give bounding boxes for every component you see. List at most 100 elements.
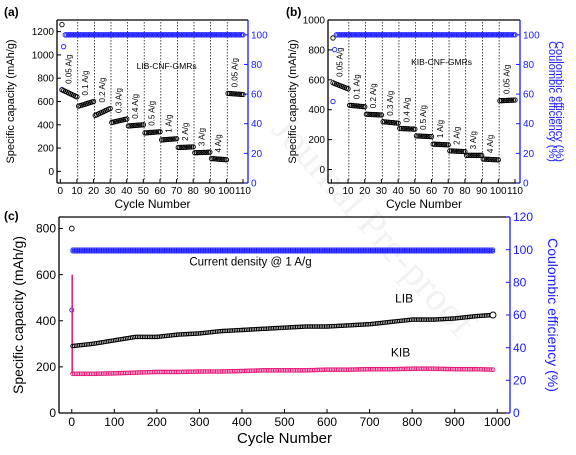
capacity-point — [149, 129, 155, 136]
capacity-point — [220, 156, 226, 163]
ce-point — [390, 32, 396, 38]
capacity-point — [190, 144, 196, 150]
x-tick-label: 500 — [274, 415, 294, 429]
x-tick-label: 0 — [58, 186, 64, 197]
y2-tick-label: 120 — [513, 210, 533, 224]
capacity-point — [445, 142, 451, 148]
y2-axis-label: Coulombic efficiency (%) — [546, 41, 558, 162]
ce-point — [485, 32, 491, 38]
ce-point — [500, 32, 506, 38]
ce-point — [232, 32, 238, 38]
capacity-point — [200, 149, 206, 156]
ce-point — [203, 32, 210, 38]
ce-point — [182, 32, 188, 38]
capacity-point — [410, 126, 416, 132]
panel-c: (c)0 100 200 300 400 500 600 700 800 900 100002004… — [4, 209, 561, 447]
capacity-point — [477, 152, 483, 158]
capacity-point — [170, 136, 176, 142]
capacity-point — [228, 90, 235, 97]
ce-point — [149, 32, 155, 38]
rate-label: 0.4 A/g — [131, 94, 140, 119]
x-tick-label: 50 — [409, 186, 421, 197]
ce-point — [458, 32, 465, 38]
ce-point — [382, 32, 388, 38]
capacity-point — [240, 91, 246, 98]
capacity-point — [142, 130, 148, 136]
ce-point — [415, 32, 421, 38]
capacity-point — [165, 136, 171, 143]
capacity-point — [375, 112, 381, 118]
capacity-point — [467, 152, 473, 158]
ce-point — [105, 32, 112, 38]
y2-tick-label: 60 — [513, 308, 527, 322]
ce-point — [378, 32, 385, 38]
capacity-point — [430, 141, 436, 147]
rate-label: 0.05 A/g — [503, 65, 512, 94]
y2-tick-label: 40 — [251, 119, 263, 130]
ce-point — [420, 32, 426, 38]
capacity-point — [124, 116, 130, 122]
capacity-point — [463, 152, 470, 158]
capacity-point — [503, 97, 510, 104]
ce-point — [493, 32, 500, 38]
ce-point — [109, 32, 115, 38]
ce-point — [482, 32, 488, 38]
ce-point — [397, 32, 403, 38]
capacity-point — [483, 156, 490, 162]
ce-point — [140, 32, 147, 38]
y-tick-label: 200 — [37, 144, 54, 155]
ce-point — [122, 32, 128, 38]
rate-label: 0.2 A/g — [369, 83, 378, 108]
ce-point — [225, 32, 231, 38]
x-tick-label: 0 — [329, 186, 335, 197]
ce-point — [383, 32, 390, 38]
ce-point — [154, 32, 160, 38]
capacity-point — [450, 148, 456, 154]
ce-point — [342, 32, 348, 38]
capacity-point — [400, 125, 406, 132]
ce-point — [393, 32, 400, 38]
capacity-point — [378, 112, 385, 118]
y2-tick-label: 20 — [513, 374, 527, 388]
capacity-point — [188, 144, 195, 150]
y2-tick-label: 80 — [251, 60, 263, 71]
y-axis-label: Specific capacity (mAh/g) — [10, 236, 26, 394]
ce-point — [144, 32, 150, 38]
ce-point — [240, 32, 246, 38]
ce-point — [228, 32, 235, 38]
capacity-point — [363, 111, 370, 117]
capacity-point — [208, 155, 215, 162]
series-label-lib: LIB — [395, 291, 413, 305]
ce-point — [440, 32, 446, 38]
x-tick-label: 90 — [204, 186, 216, 197]
ce-point — [360, 32, 366, 38]
capacity-point — [505, 97, 511, 103]
capacity-point — [458, 148, 465, 155]
capacity-point — [129, 123, 135, 129]
capacity-point — [492, 157, 498, 163]
ce-point — [158, 32, 165, 38]
ce-point — [173, 32, 180, 38]
ce-point — [125, 32, 132, 38]
capacity-point — [509, 97, 515, 103]
ce-point — [350, 32, 356, 38]
ce-point — [345, 32, 351, 38]
capacity-point — [235, 91, 241, 97]
x-tick-label: 70 — [171, 186, 183, 197]
capacity-point — [140, 122, 147, 128]
y-axis-label: Specific capacity (mAh/g) — [287, 39, 299, 163]
capacity-point — [397, 125, 403, 132]
ce-point — [67, 32, 73, 38]
panel-annotation: Current density @ 1 A/g — [189, 256, 311, 268]
ce-point — [175, 32, 181, 38]
x-tick-label: 30 — [105, 186, 117, 197]
y-tick-label: 600 — [308, 75, 325, 86]
capacity-point — [473, 152, 480, 158]
capacity-point — [160, 137, 166, 143]
ce-point — [348, 32, 355, 38]
capacity-point — [420, 133, 426, 139]
ce-point — [62, 32, 68, 38]
rate-label: 0.1 A/g — [352, 74, 361, 99]
y-tick-label: 600 — [36, 268, 56, 282]
y2-tick-label: 40 — [523, 119, 535, 130]
